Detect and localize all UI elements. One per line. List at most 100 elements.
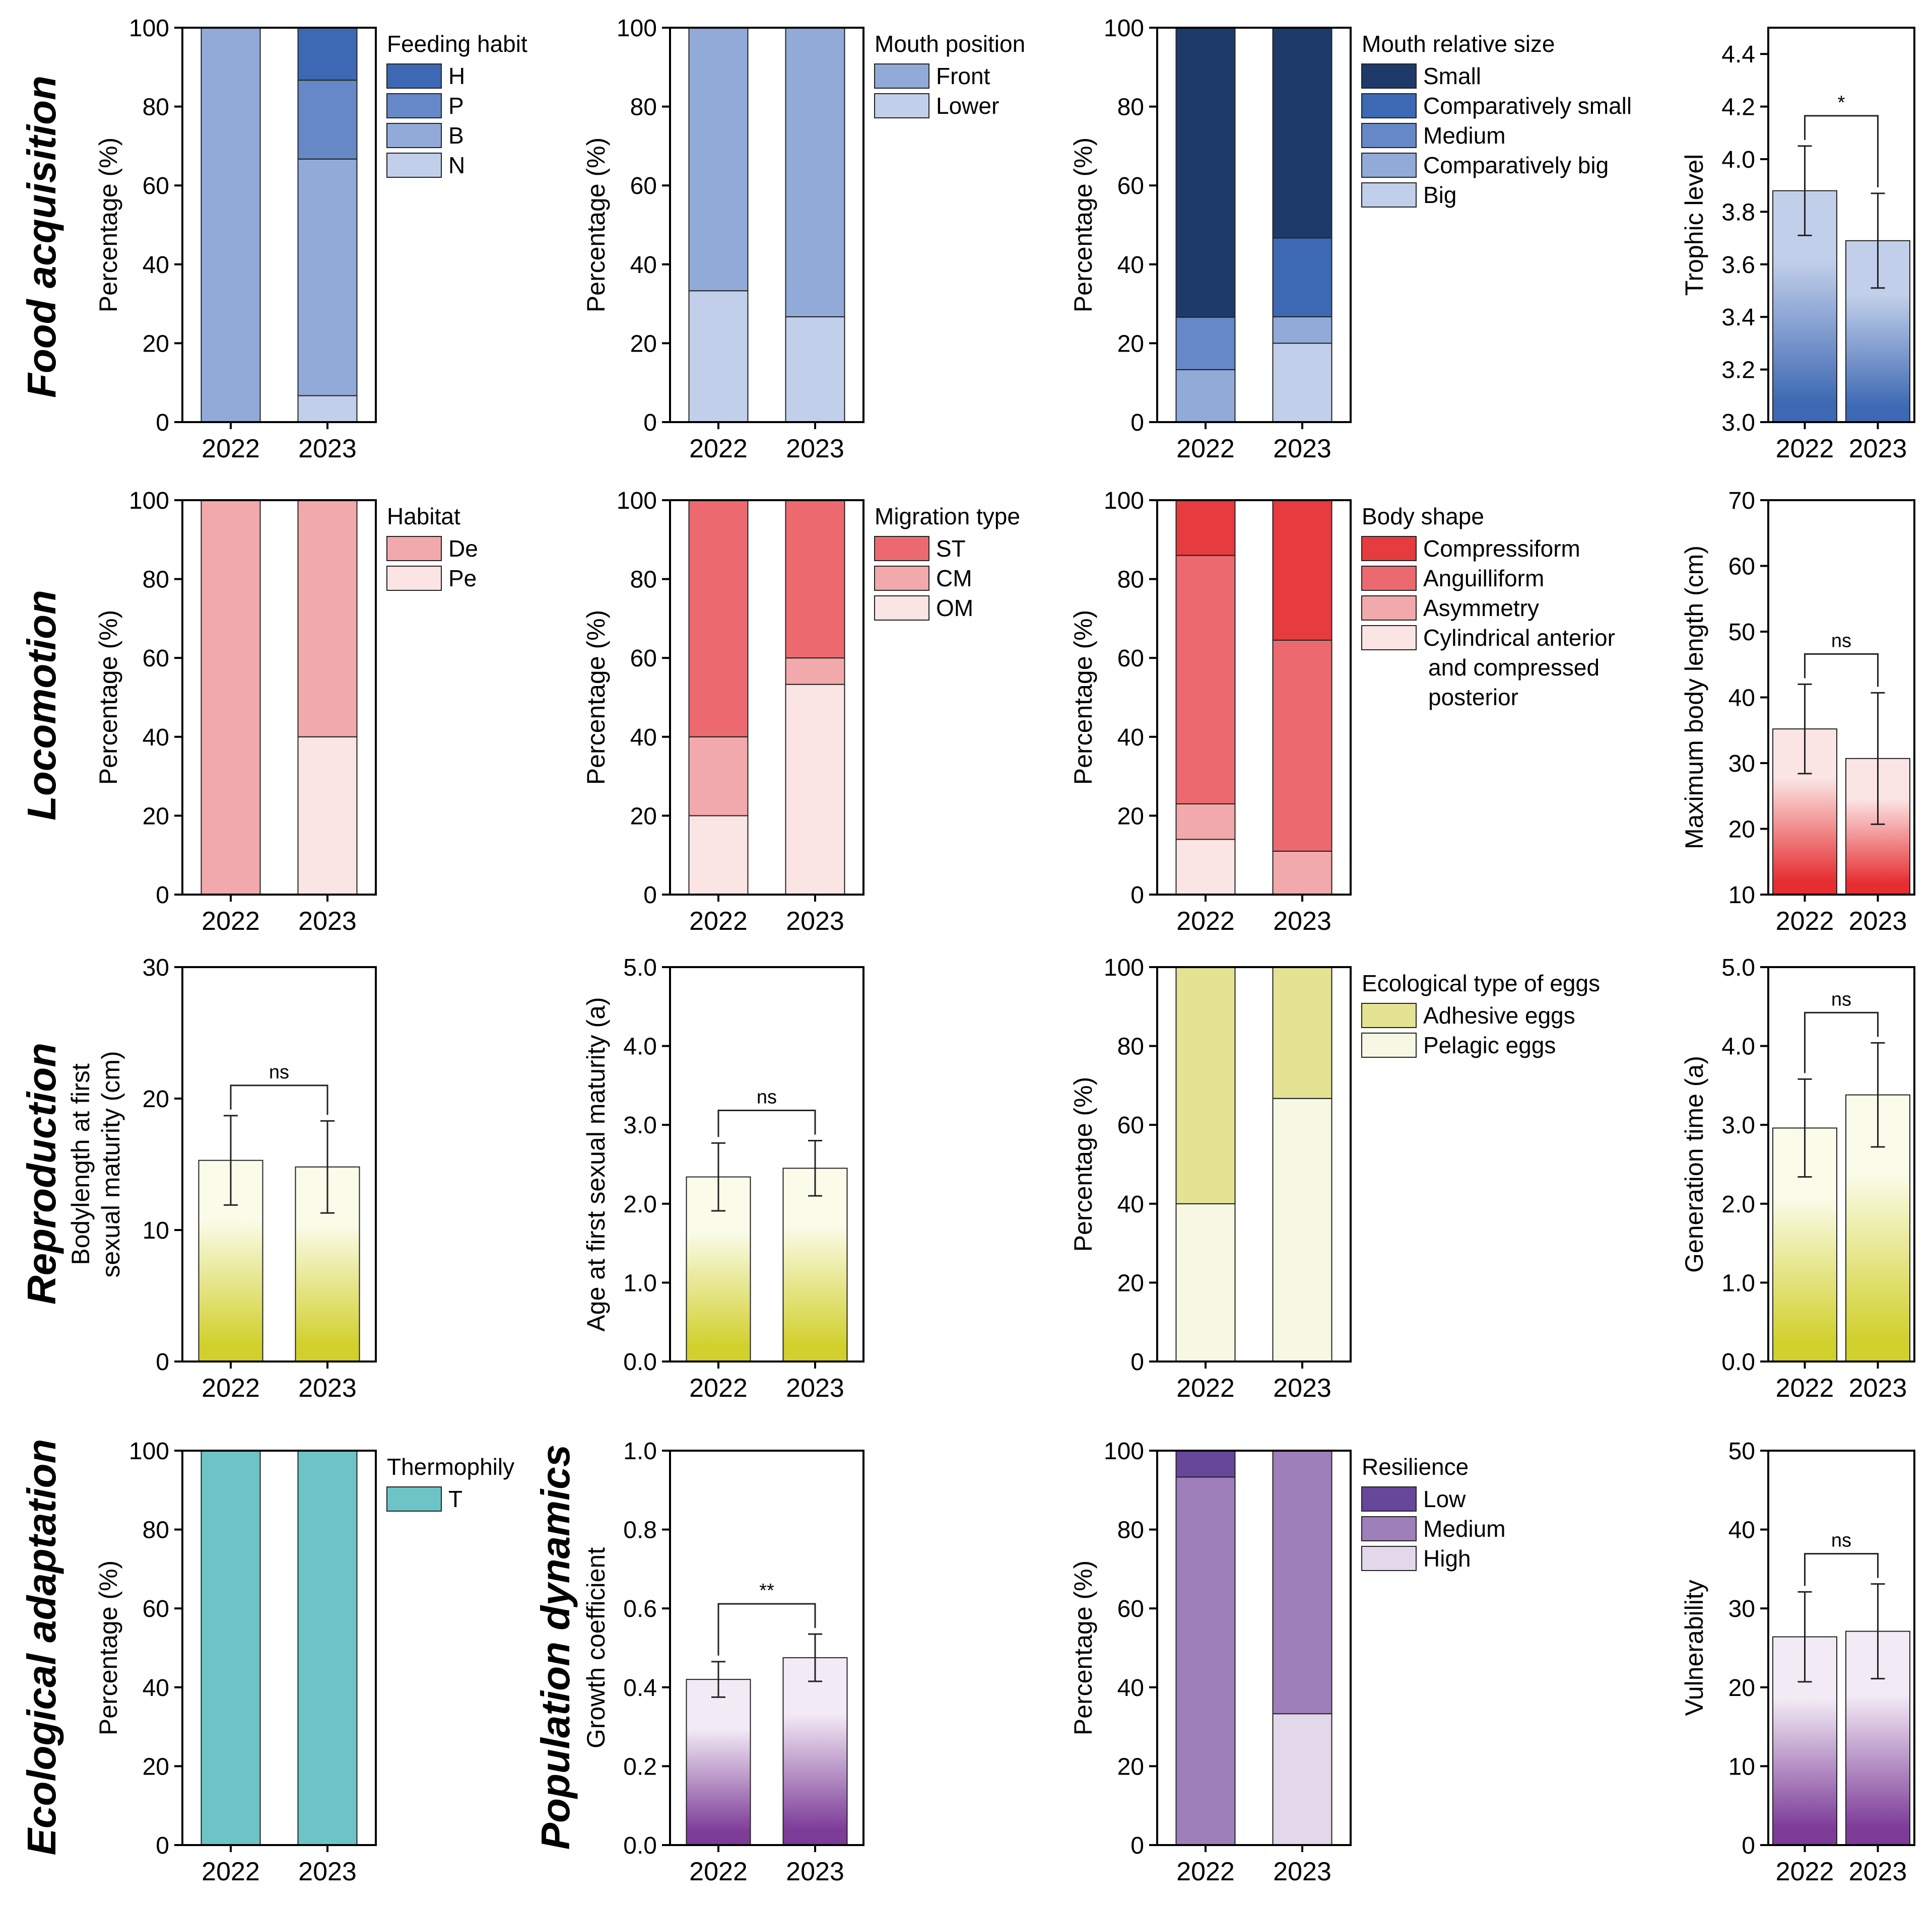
y-tick-label: 20 bbox=[143, 1086, 169, 1113]
legend-swatch-de bbox=[386, 536, 442, 561]
y-tick-label: 60 bbox=[143, 173, 169, 199]
legend-label-asymmetry: Asymmetry bbox=[1423, 595, 1539, 621]
legend-swatch-low bbox=[1361, 1486, 1417, 1512]
y-axis-label: Percentage (%) bbox=[94, 610, 122, 785]
legend-swatch-comparatively-small bbox=[1361, 93, 1417, 118]
y-tick-label: 60 bbox=[1117, 1596, 1144, 1622]
y-axis-label: Percentage (%) bbox=[1069, 610, 1097, 785]
legend-swatch-cylindrical-anterior bbox=[1361, 625, 1417, 650]
legend-swatch-compressiform bbox=[1361, 536, 1417, 561]
plot-frame bbox=[1156, 1450, 1352, 1846]
bar-segment-2023-front bbox=[785, 27, 845, 317]
legend-label-compressiform: Compressiform bbox=[1423, 535, 1580, 562]
bar-segment-2022-compressiform bbox=[1175, 500, 1236, 556]
plot-frame bbox=[669, 966, 864, 1363]
legend-label-st: ST bbox=[936, 535, 966, 562]
panel-bodyshape: 0 20 40 60 80 100 Percentage (%) 2022 2023 Body s… bbox=[1069, 488, 1615, 936]
legend-swatch-adhesive-eggs bbox=[1361, 1003, 1417, 1028]
y-tick-label: 10 bbox=[1728, 882, 1755, 909]
x-tick-label-2022: 2022 bbox=[1776, 907, 1834, 936]
x-tick-label-2023: 2023 bbox=[1849, 907, 1907, 936]
y-axis-label: Percentage (%) bbox=[1069, 138, 1097, 312]
y-tick-label: 0 bbox=[156, 410, 169, 436]
bar-segment-2022-front bbox=[688, 27, 749, 292]
row-title-ecological-adaptation: Ecological adaptation bbox=[19, 1439, 64, 1856]
legend-label-b: B bbox=[448, 122, 464, 149]
y-tick-label: 0 bbox=[643, 882, 657, 909]
y-tick-label: 20 bbox=[1117, 330, 1144, 357]
legend-label-big: Big bbox=[1423, 182, 1456, 208]
row-title-reproduction: Reproduction bbox=[19, 1043, 64, 1305]
legend-label-medium: Medium bbox=[1423, 1516, 1506, 1542]
y-tick-label: 30 bbox=[143, 955, 169, 981]
bar-segment-2023-cm bbox=[785, 657, 845, 685]
y-tick-label: 80 bbox=[143, 567, 169, 593]
y-tick-label: 20 bbox=[1117, 1753, 1144, 1780]
bar-segment-2023-anguilliform bbox=[1272, 639, 1333, 852]
y-tick-label: 100 bbox=[617, 488, 657, 514]
y-tick-label: 3.0 bbox=[1721, 410, 1755, 436]
legend-label-om: OM bbox=[936, 595, 973, 621]
legend-swatch-big bbox=[1361, 182, 1417, 208]
y-tick-label: 80 bbox=[630, 567, 657, 593]
bar-segment-2023-comparatively-small bbox=[1272, 237, 1333, 317]
significance-label: ns bbox=[757, 1087, 777, 1108]
y-tick-label: 40 bbox=[1117, 1191, 1144, 1218]
significance-label: ** bbox=[759, 1580, 774, 1601]
bar-segment-2023-p bbox=[297, 80, 358, 160]
panel-mouthsize: 0 20 40 60 80 100 Percentage (%) 2022 2023 Mouth … bbox=[1069, 15, 1632, 463]
y-tick-label: 40 bbox=[1728, 1517, 1755, 1544]
bar-segment-2022-de bbox=[201, 500, 261, 895]
bar-segment-2022-cylindrical-anterior-and-compressed-posterior bbox=[1175, 839, 1236, 896]
x-tick-label-2023: 2023 bbox=[786, 907, 844, 936]
legend-swatch-h bbox=[386, 63, 442, 89]
y-tick-label: 80 bbox=[1117, 94, 1144, 121]
plot-frame bbox=[1156, 499, 1352, 896]
bar-segment-2023-st bbox=[785, 500, 845, 659]
y-tick-label: 2.0 bbox=[623, 1191, 657, 1218]
x-tick-label-2022: 2022 bbox=[202, 1857, 260, 1886]
y-tick-label: 100 bbox=[1104, 1438, 1144, 1465]
legend-title: Mouth position bbox=[875, 31, 1025, 57]
y-tick-label: 40 bbox=[630, 724, 657, 751]
y-axis-label-line2: sexual maturity (cm) bbox=[97, 1051, 125, 1277]
x-tick-label-2022: 2022 bbox=[202, 434, 260, 463]
bar-2022 bbox=[686, 1679, 751, 1846]
legend-label-anguilliform: Anguilliform bbox=[1423, 565, 1544, 591]
legend-label-continuation: posterior bbox=[1428, 684, 1518, 710]
bar-segment-2023-pe bbox=[297, 736, 358, 896]
legend-swatch-front bbox=[874, 63, 929, 89]
plot-frame bbox=[1767, 499, 1915, 896]
y-tick-label: 40 bbox=[143, 724, 169, 751]
bar-segment-2022-pelagic-eggs bbox=[1175, 1203, 1236, 1363]
y-tick-label: 20 bbox=[1117, 1270, 1144, 1297]
significance-bracket bbox=[1804, 1011, 1879, 1073]
legend-label-comparatively-small: Comparatively small bbox=[1423, 93, 1632, 119]
bar-segment-2023-om bbox=[785, 684, 845, 895]
panel-gentime: 0.0 1.0 2.0 3.0 4.0 5.0 Generation time (a) ns 2… bbox=[1680, 955, 1915, 1403]
y-axis-label: Vulnerability bbox=[1680, 1580, 1708, 1716]
y-tick-label: 80 bbox=[1117, 1034, 1144, 1060]
legend-swatch-small bbox=[1361, 63, 1417, 89]
legend-swatch-om bbox=[874, 595, 929, 621]
x-tick-label-2022: 2022 bbox=[1776, 1374, 1834, 1403]
y-axis-label: Percentage (%) bbox=[1069, 1077, 1097, 1252]
y-tick-label: 50 bbox=[1728, 619, 1755, 646]
x-tick-label-2023: 2023 bbox=[298, 1374, 357, 1403]
y-axis-label: Percentage (%) bbox=[582, 610, 610, 785]
y-tick-label: 0 bbox=[156, 1832, 169, 1859]
y-tick-label: 60 bbox=[143, 645, 169, 672]
panel-mouthpos: 0 20 40 60 80 100 Percentage (%) 2022 2023 Mouth … bbox=[582, 15, 1025, 463]
legend-swatch-pe bbox=[386, 566, 442, 591]
y-axis-label: Percentage (%) bbox=[582, 138, 610, 312]
y-tick-label: 0.4 bbox=[623, 1675, 657, 1702]
x-tick-label-2023: 2023 bbox=[1273, 907, 1331, 936]
legend-label-front: Front bbox=[936, 63, 990, 89]
panel-eggs: 0 20 40 60 80 100 Percentage (%) 2022 2023 Ecolog… bbox=[1069, 955, 1600, 1403]
y-tick-label: 0.0 bbox=[623, 1832, 657, 1859]
panel-migration: 0 20 40 60 80 100 Percentage (%) 2022 2023 Migrat… bbox=[582, 488, 1020, 936]
y-tick-label: 4.0 bbox=[1721, 147, 1755, 173]
legend-label-small: Small bbox=[1423, 63, 1481, 89]
bar-segment-2023-medium bbox=[1272, 1450, 1333, 1715]
